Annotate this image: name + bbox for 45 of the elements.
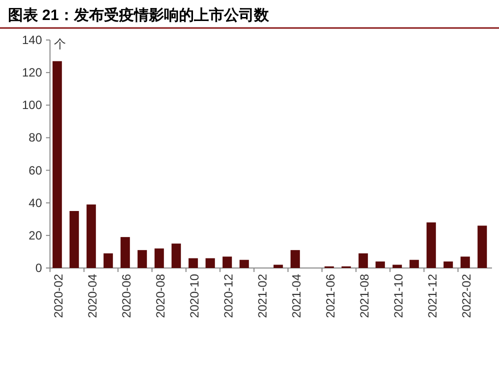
bar bbox=[86, 204, 96, 268]
bar bbox=[222, 256, 232, 268]
bar bbox=[188, 258, 198, 268]
chart-title: 图表 21：发布受疫情影响的上市公司数 bbox=[8, 6, 270, 24]
x-tick-label: 2021-08 bbox=[358, 274, 372, 318]
bar bbox=[154, 248, 164, 268]
bar bbox=[460, 256, 470, 268]
x-tick-label: 2021-02 bbox=[256, 274, 270, 318]
bar bbox=[52, 61, 62, 268]
x-tick-label: 2021-12 bbox=[426, 274, 440, 318]
bar bbox=[172, 244, 181, 268]
bar bbox=[358, 253, 368, 268]
bar bbox=[138, 250, 147, 268]
bar bbox=[240, 260, 249, 268]
bar bbox=[426, 222, 436, 268]
y-tick-label: 100 bbox=[22, 98, 42, 112]
x-tick-label: 2020-04 bbox=[86, 274, 100, 318]
bar bbox=[70, 211, 79, 268]
bar bbox=[274, 264, 283, 268]
x-tick-label: 2020-06 bbox=[120, 274, 134, 318]
y-tick-label: 40 bbox=[28, 196, 42, 210]
y-tick-label: 140 bbox=[22, 33, 42, 47]
y-tick-label: 0 bbox=[35, 261, 42, 275]
bar bbox=[392, 264, 402, 268]
y-tick-label: 20 bbox=[28, 228, 42, 242]
x-tick-label: 2022-02 bbox=[460, 274, 474, 318]
bar bbox=[104, 253, 113, 268]
x-tick-label: 2020-02 bbox=[52, 274, 66, 318]
x-tick-label: 2021-04 bbox=[290, 274, 304, 318]
bar bbox=[410, 260, 419, 268]
y-axis-title: 个 bbox=[54, 37, 66, 51]
y-tick-label: 120 bbox=[22, 66, 42, 80]
y-tick-label: 80 bbox=[28, 130, 42, 145]
bar bbox=[444, 261, 453, 268]
x-tick-label: 2021-10 bbox=[392, 274, 406, 318]
x-tick-label: 2021-06 bbox=[324, 274, 338, 318]
bar bbox=[478, 226, 487, 268]
x-tick-label: 2020-08 bbox=[154, 274, 168, 318]
bar bbox=[290, 250, 300, 268]
bar bbox=[376, 261, 385, 268]
bar bbox=[120, 237, 130, 268]
bar bbox=[206, 258, 215, 268]
x-tick-label: 2020-10 bbox=[188, 274, 202, 318]
y-tick-label: 60 bbox=[28, 163, 42, 178]
x-tick-label: 2020-12 bbox=[222, 274, 236, 318]
